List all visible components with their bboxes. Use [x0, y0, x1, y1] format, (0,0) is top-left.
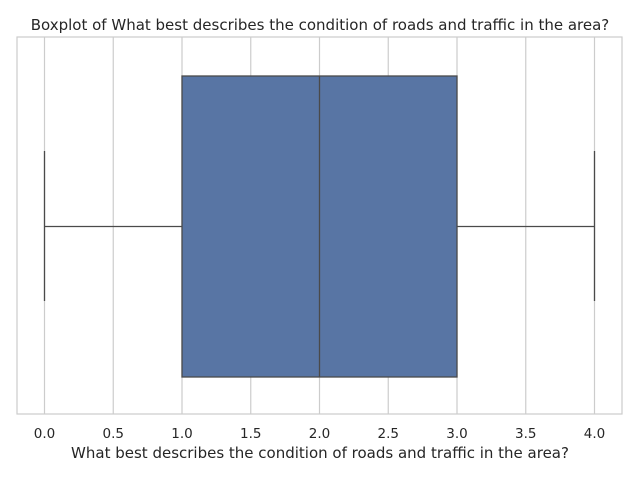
- x-tick-label: 2.0: [309, 426, 330, 442]
- x-axis-label: What best describes the condition of roa…: [71, 444, 569, 462]
- box-group: [43, 75, 596, 378]
- x-tick-label: 4.0: [584, 426, 605, 442]
- plot-frame: [16, 36, 623, 415]
- x-tick-label: 0.5: [103, 426, 124, 442]
- chart-title: Boxplot of What best describes the condi…: [31, 16, 610, 34]
- x-tick-label: 3.5: [515, 426, 536, 442]
- x-tick-label: 0.0: [34, 426, 55, 442]
- x-axis-ticks: 0.0 0.5 1.0 1.5 2.0 2.5 3.0 3.5 4.0: [34, 426, 605, 442]
- x-tick-label: 3.0: [446, 426, 467, 442]
- x-tick-label: 2.5: [378, 426, 399, 442]
- x-tick-label: 1.0: [171, 426, 192, 442]
- x-tick-label: 1.5: [240, 426, 261, 442]
